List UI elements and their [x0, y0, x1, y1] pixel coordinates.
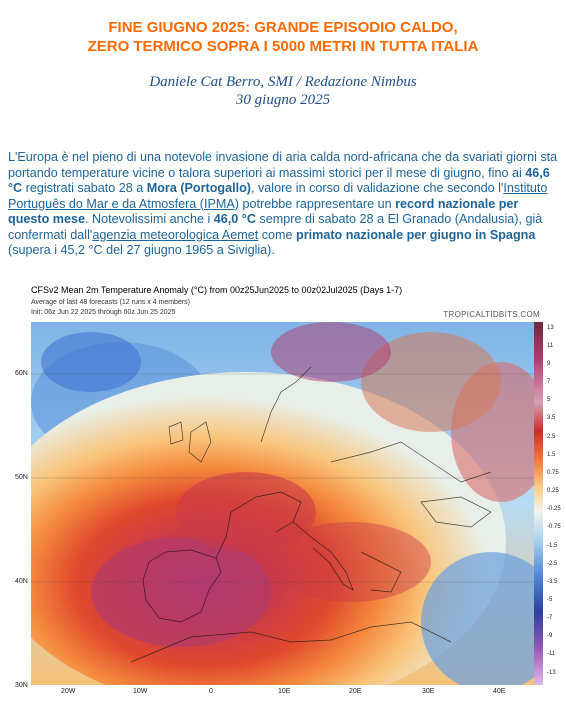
publish-date: 30 giugno 2025	[235, 92, 331, 108]
lon-label: 20E	[349, 688, 362, 695]
colorbar-tick-label: 11	[547, 342, 554, 349]
record-highlight: primato nazionale per giugno in Spagna	[296, 227, 536, 242]
figure-subtitle-line: Init: 06z Jun 22 2025 through 00z Jun 25…	[31, 308, 176, 316]
colorbar	[534, 322, 543, 685]
lon-label: 10W	[133, 688, 148, 695]
author-name: Daniele Cat Berro, SMI / Redazione Nimbu…	[149, 74, 417, 90]
figure-title: CFSv2 Mean 2m Temperature Anomaly (°C) f…	[31, 285, 403, 295]
colorbar-tick-label: -2.5	[547, 560, 558, 567]
temperature-anomaly-map	[31, 322, 534, 685]
figure-subtitle-line: Average of last 48 forecasts (12 runs x …	[31, 299, 190, 306]
colorbar-tick-label: 13	[547, 324, 554, 331]
temperature-highlight: 46,0 °C	[213, 212, 256, 226]
lon-label: 40E	[493, 688, 506, 695]
lon-label: 0	[209, 688, 213, 695]
text-run: sempre di sabato 28 a El Granado (Andalu…	[8, 212, 543, 242]
title-line-1: FINE GIUGNO 2025: GRANDE EPISODIO CALDO,	[108, 19, 458, 36]
colorbar-tick-label: -7	[547, 615, 553, 622]
figure-subtitle: Average of last 48 forecasts (12 runs x …	[31, 298, 190, 317]
anomaly-map-figure: CFSv2 Mean 2m Temperature Anomaly (°C) f…	[15, 283, 561, 703]
lat-label: 30N	[15, 682, 28, 689]
aemet-link[interactable]: agenzia meteorologica Aemet	[92, 227, 259, 242]
article-paragraph: L'Europa è nel pieno di una notevole inv…	[8, 150, 560, 259]
text-run: potrebbe rappresentare un	[239, 196, 396, 211]
ipma-link[interactable]: Instituto Português do Mar e da Atmosfer…	[8, 181, 548, 211]
lon-label: 30E	[422, 688, 435, 695]
colorbar-tick-label: 9	[547, 361, 551, 368]
colorbar-scale	[534, 322, 543, 685]
text-run: registrati sabato 28 a	[22, 181, 147, 195]
text-run: L'Europa è nel pieno di una notevole inv…	[8, 150, 558, 180]
text-run: , valore in corso di validazione che sec…	[251, 181, 504, 195]
colorbar-tick-label: 7	[547, 379, 551, 386]
lat-label: 50N	[15, 474, 28, 481]
colorbar-tick-label: -1.5	[547, 542, 558, 549]
colorbar-tick-label: -11	[547, 651, 556, 658]
byline: Daniele Cat Berro, SMI / Redazione Nimbu…	[0, 73, 566, 109]
colorbar-tick-label: 3.5	[547, 415, 556, 422]
colorbar-tick-label: 2.5	[547, 433, 556, 440]
lat-label: 40N	[15, 578, 28, 585]
colorbar-tick-label: -13	[547, 669, 556, 676]
lon-label: 20W	[61, 688, 76, 695]
title-line-2: ZERO TERMICO SOPRA I 5000 METRI IN TUTTA…	[87, 38, 479, 55]
colorbar-tick-label: 0.75	[547, 469, 559, 476]
text-run: come	[258, 227, 297, 242]
figure-credit: TROPICALTIDBITS.COM	[443, 310, 540, 319]
place-highlight: Mora (Portogallo)	[146, 181, 251, 195]
colorbar-tick-label: 0.25	[547, 488, 559, 495]
temperature-highlight: 46,6 °C	[8, 165, 550, 196]
text-run: . Notevolissimi anche i	[85, 212, 214, 226]
record-highlight: record nazionale per questo mese	[8, 196, 519, 227]
colorbar-tick-label: 1.5	[547, 451, 556, 458]
map-graticule	[31, 373, 534, 583]
lat-label: 60N	[15, 370, 28, 377]
colorbar-tick-label: -9	[547, 633, 553, 640]
coastlines	[130, 366, 492, 663]
text-run: (supera i 45,2 °C del 27 giugno 1965 a S…	[8, 243, 275, 257]
lon-label: 10E	[278, 688, 291, 695]
colorbar-tick-label: -3.5	[547, 578, 558, 585]
colorbar-tick-label: -0.75	[547, 524, 561, 531]
colorbar-tick-label: 5	[547, 397, 551, 404]
article-title: FINE GIUGNO 2025: GRANDE EPISODIO CALDO,…	[0, 18, 566, 56]
map-image	[31, 322, 534, 685]
colorbar-tick-label: -5	[547, 596, 553, 603]
colorbar-tick-label: -0.25	[547, 506, 561, 513]
